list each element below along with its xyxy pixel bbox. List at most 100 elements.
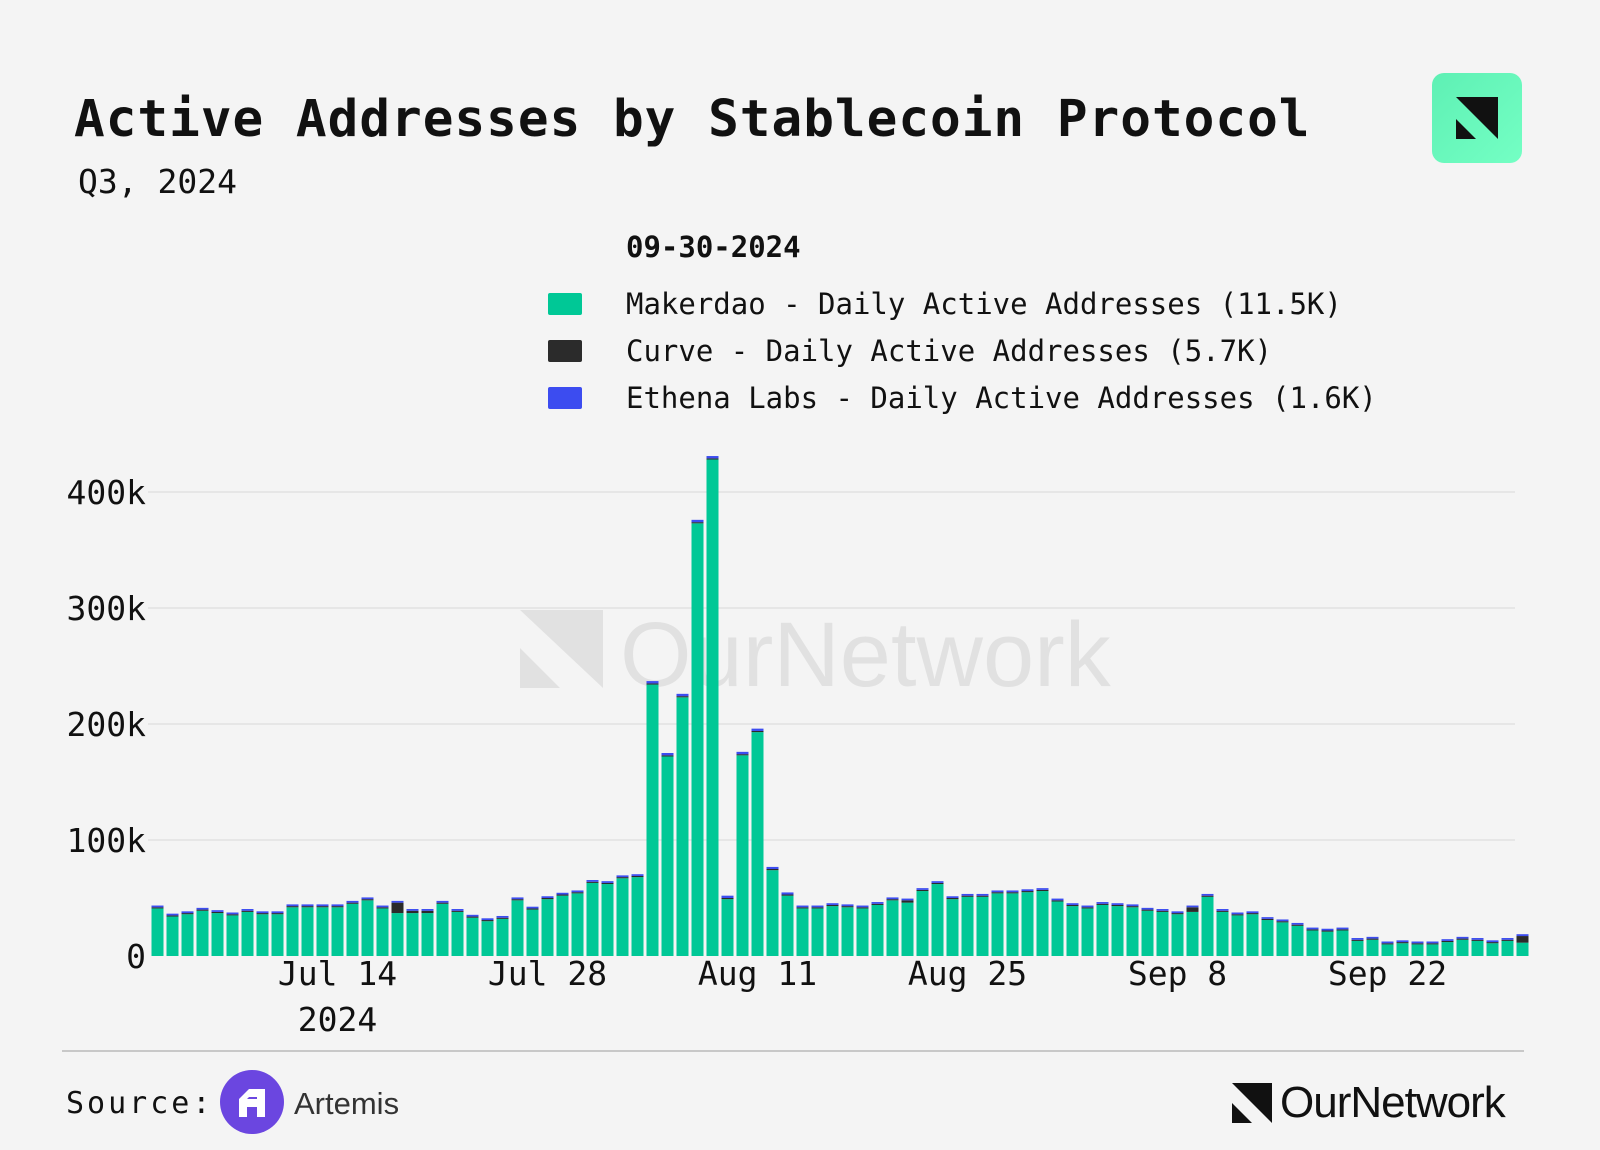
bar-segment xyxy=(406,910,419,914)
bar-segment xyxy=(196,907,209,910)
bar-segment xyxy=(766,866,779,869)
bar-segment xyxy=(1396,940,1409,943)
bar-segment xyxy=(1066,906,1079,956)
x-tick-label: Aug 11 xyxy=(698,954,817,993)
bar-segment xyxy=(1186,907,1199,912)
bar-segment xyxy=(1111,904,1124,907)
bar-segment xyxy=(436,900,449,903)
bar-segment xyxy=(961,895,974,897)
bar-segment xyxy=(661,756,674,956)
bar-segment xyxy=(1486,942,1499,944)
bar-segment xyxy=(901,902,914,956)
bar-segment xyxy=(391,902,404,914)
bar-segment xyxy=(1321,931,1334,956)
bar-segment xyxy=(616,877,629,879)
legend-item-ethena[interactable]: Ethena Labs - Daily Active Addresses (1.… xyxy=(548,374,1377,421)
bar-segment xyxy=(286,904,299,907)
artemis-logo-icon[interactable] xyxy=(220,1070,284,1134)
bar-segment xyxy=(736,754,749,756)
legend-item-makerdao[interactable]: Makerdao - Daily Active Addresses (11.5K… xyxy=(548,280,1377,327)
x-tick-sublabel: 2024 xyxy=(298,1000,377,1039)
legend: 09-30-2024 Makerdao - Daily Active Addre… xyxy=(548,230,1377,421)
bar-segment xyxy=(241,911,254,956)
bar-segment xyxy=(181,913,194,915)
x-tick-label: Sep 22 xyxy=(1328,954,1447,993)
legend-label-ethena: Ethena Labs - Daily Active Addresses (1.… xyxy=(626,380,1377,415)
bar-segment xyxy=(1441,940,1454,943)
legend-item-curve[interactable]: Curve - Daily Active Addresses (5.7K) xyxy=(548,327,1377,374)
bar-segment xyxy=(1336,929,1349,931)
bar-segment xyxy=(226,915,239,956)
bar-segment xyxy=(556,894,569,896)
bar-segment xyxy=(151,908,164,956)
bar-segment xyxy=(1006,893,1019,956)
bar-segment xyxy=(1081,908,1094,956)
bar-segment xyxy=(901,900,914,903)
bar-segment xyxy=(376,907,389,909)
bar-segment xyxy=(916,889,929,892)
bar-segment xyxy=(241,909,254,911)
footer-divider xyxy=(62,1050,1524,1052)
bar-segment xyxy=(556,895,569,956)
bar-segment xyxy=(721,895,734,898)
bar-segment xyxy=(931,882,944,885)
bar-segment xyxy=(781,895,794,956)
legend-swatch-curve xyxy=(548,339,582,362)
bar-segment xyxy=(1246,911,1259,914)
bar-segment xyxy=(916,891,929,956)
bar-segment xyxy=(646,683,659,685)
y-tick-label: 200k xyxy=(67,705,147,744)
bar-segment xyxy=(256,913,269,915)
bar-segment xyxy=(1171,914,1184,956)
ournetwork-brand[interactable]: OurNetwork xyxy=(1232,1078,1506,1128)
bar-segment xyxy=(1246,914,1259,956)
bar-segment xyxy=(571,890,584,893)
bar-segment xyxy=(1516,942,1529,956)
bar-segment xyxy=(601,882,614,885)
bar-segment xyxy=(1456,939,1469,956)
bar-segment xyxy=(631,877,644,956)
bar-segment xyxy=(976,896,989,956)
bar-segment xyxy=(751,728,764,731)
bar-segment xyxy=(1036,891,1049,956)
bar-segment xyxy=(196,910,209,956)
bar-segment xyxy=(466,914,479,917)
bar-segment xyxy=(1291,924,1304,926)
bar-segment xyxy=(466,916,479,918)
bar-segment xyxy=(526,906,539,909)
bar-segment xyxy=(751,732,764,956)
bar-segment xyxy=(1066,903,1079,905)
bar-segment xyxy=(1126,906,1139,908)
bar-segment xyxy=(166,916,179,956)
bar-segment xyxy=(961,893,974,896)
x-tick-label: Jul 14 xyxy=(278,954,397,993)
bar-segment xyxy=(556,892,569,895)
bar-segment xyxy=(826,906,839,956)
bar-segment xyxy=(1201,893,1214,896)
bar-segment xyxy=(496,917,509,919)
x-tick-label: Jul 28 xyxy=(488,954,607,993)
bar-segment xyxy=(1276,921,1289,923)
bar-segment xyxy=(1021,889,1034,892)
bar-segment xyxy=(856,908,869,956)
bar-segment xyxy=(1231,914,1244,916)
bar-segment xyxy=(1261,918,1274,921)
bar-segment xyxy=(376,908,389,956)
bar-segment xyxy=(1261,917,1274,919)
bar-segment xyxy=(1156,910,1169,912)
bar-segment xyxy=(151,905,164,908)
bar-segment xyxy=(766,869,779,871)
bar-segment xyxy=(886,897,899,900)
bar-segment xyxy=(361,900,374,956)
bar-segment xyxy=(1261,920,1274,956)
bar-segment xyxy=(436,902,449,904)
source-name[interactable]: Artemis xyxy=(294,1086,400,1121)
legend-label-makerdao: Makerdao - Daily Active Addresses (11.5K… xyxy=(626,286,1342,321)
bar-segment xyxy=(856,905,869,908)
bar-segment xyxy=(346,903,359,956)
bar-segment xyxy=(871,903,884,905)
bar-segment xyxy=(931,884,944,956)
bar-segment xyxy=(706,456,719,459)
bar-segment xyxy=(1006,892,1019,894)
bar-segment xyxy=(1201,895,1214,897)
